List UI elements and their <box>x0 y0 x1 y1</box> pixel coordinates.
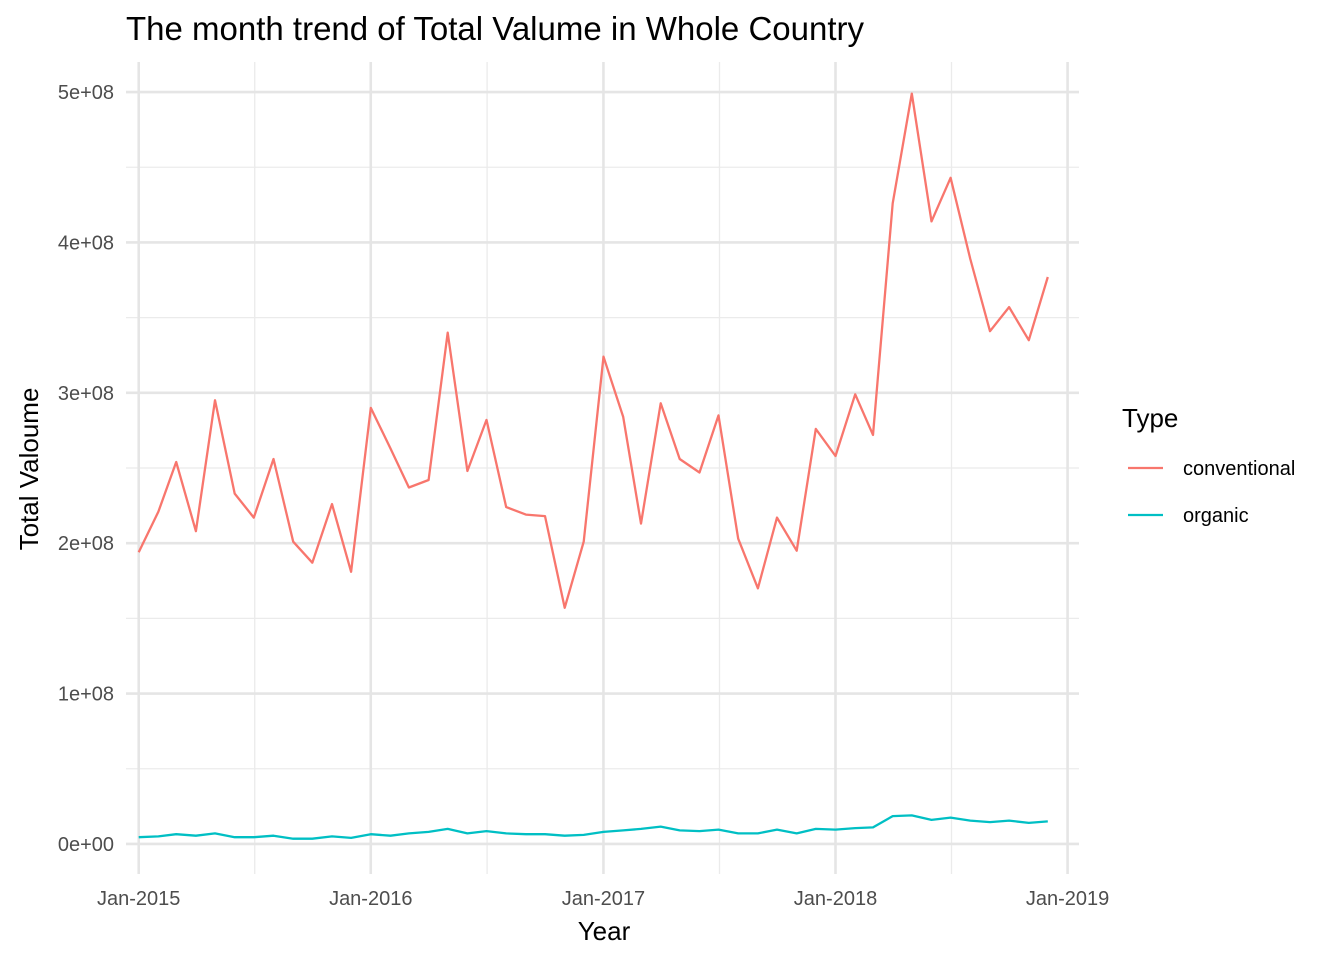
legend-title: Type <box>1122 403 1178 433</box>
series-line-organic <box>138 814 1048 840</box>
legend-items: conventional organic <box>1128 458 1295 527</box>
legend-label-organic: organic <box>1183 505 1249 527</box>
legend-label-conventional: conventional <box>1183 458 1295 480</box>
x-tick-label: Jan-2016 <box>329 888 412 910</box>
x-tick-label: Jan-2018 <box>794 888 877 910</box>
legend: Type conventional organic <box>1122 403 1295 527</box>
x-tick-label: Jan-2019 <box>1026 888 1109 910</box>
grid <box>126 62 1079 874</box>
x-tick-label: Jan-2015 <box>97 888 180 910</box>
tick-labels: 0e+00 1e+08 2e+08 3e+08 4e+08 5e+08 Jan-2015 Ja… <box>58 82 1109 910</box>
y-tick-label: 4e+08 <box>58 232 114 254</box>
y-tick-label: 2e+08 <box>58 533 114 555</box>
y-axis-title: Total Valoume <box>14 388 44 551</box>
series-line-conventional <box>137 92 1049 609</box>
series-layer <box>137 92 1049 840</box>
y-tick-label: 3e+08 <box>58 383 114 405</box>
y-tick-label: 0e+00 <box>58 834 114 856</box>
chart-title: The month trend of Total Valume in Whole… <box>126 10 864 47</box>
x-axis-title: Year <box>578 916 631 946</box>
y-tick-label: 1e+08 <box>58 684 114 706</box>
x-tick-label: Jan-2017 <box>562 888 645 910</box>
y-tick-label: 5e+08 <box>58 82 114 104</box>
